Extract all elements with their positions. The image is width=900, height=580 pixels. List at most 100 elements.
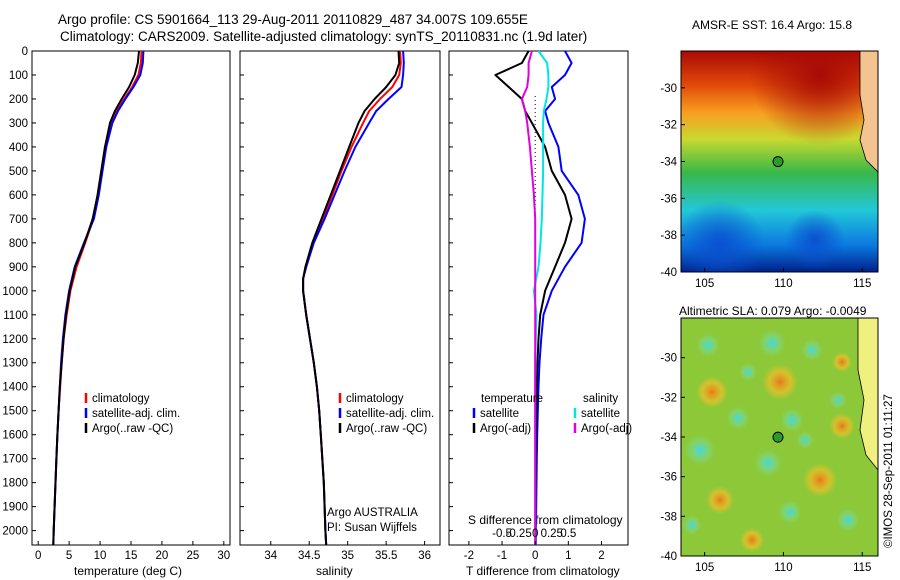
sla-lat-tick-label: -32 — [660, 392, 677, 404]
series-line-satellite-adj-clim- — [302, 50, 405, 546]
sdiff-xtick-label: 0.5 — [560, 528, 576, 540]
sla-low-eddy — [836, 508, 860, 532]
sla-lat-tick-label: -30 — [660, 353, 677, 365]
panel-frame-1 — [31, 50, 231, 546]
depth-tick-label: 1900 — [2, 502, 28, 514]
temp-xtick-label: 5 — [66, 550, 72, 562]
temp-xtick-label: 15 — [125, 550, 138, 562]
sdiff-xtick-label: 0.25 — [541, 528, 563, 540]
depth-tick-label: 1100 — [3, 310, 28, 322]
climatology-title: Climatology: CARS2009. Satellite-adjuste… — [60, 29, 588, 44]
sla-high-eddy — [706, 486, 734, 514]
sla-land — [857, 318, 878, 471]
sst-lat-tick-label: -32 — [660, 120, 677, 132]
series-line-satellite-adj-clim- — [52, 50, 145, 546]
sla-lat-tick-label: -40 — [660, 551, 677, 563]
sla-low-eddy — [801, 339, 823, 361]
depth-tick-label: 1000 — [2, 286, 28, 298]
sla-low-eddy — [778, 500, 802, 524]
t-difference-xlabel: T difference from climatology — [466, 564, 620, 578]
sal-xtick-label: 35.5 — [375, 550, 397, 562]
depth-tick-label: 800 — [9, 238, 28, 250]
sst-lon-tick-label: 105 — [695, 278, 714, 290]
temp-legend-label: Argo(..raw -QC) — [92, 423, 173, 435]
sst-lon-tick-label: 110 — [774, 278, 792, 290]
sla-argo-marker — [772, 431, 784, 443]
sst-lat-tick-label: -40 — [660, 267, 677, 279]
sla-high-eddy — [803, 463, 837, 497]
sla-high-eddy — [696, 376, 728, 408]
sla-lat-tick-label: -38 — [660, 511, 677, 523]
diff-sal-legend-label: satellite — [581, 408, 620, 420]
sst-lat-tick-label: -38 — [660, 230, 677, 242]
diff-temp-legend-label: Argo(-adj) — [480, 423, 531, 435]
sst-land — [859, 51, 878, 173]
sst-lat-tick-label: -34 — [660, 157, 677, 169]
depth-tick-label: 0 — [22, 46, 28, 58]
sla-low-eddy — [754, 449, 782, 477]
series-line-argo-raw-qc- — [302, 50, 401, 546]
sla-lon-tick-label: 105 — [695, 562, 714, 574]
s-difference-xlabel: S difference from climatology — [468, 513, 623, 527]
diff-sal-legend-title: salinity — [583, 393, 618, 405]
salinity-xlabel: salinity — [316, 564, 353, 578]
sst-map — [681, 51, 878, 272]
series-line-climatology — [302, 50, 402, 546]
diff-temp-legend-label: satellite — [480, 408, 519, 420]
temp-legend-label: climatology — [92, 393, 150, 405]
depth-tick-label: 1600 — [2, 430, 28, 442]
depth-tick-label: 1800 — [2, 478, 28, 490]
panel-frame-2 — [239, 50, 441, 546]
temp-legend-label: satellite-adj. clim. — [92, 408, 180, 420]
sla-low-eddy — [739, 363, 757, 381]
sdiff-xtick-label: -0.25 — [506, 528, 532, 540]
sla-map-title: Altimetric SLA: 0.079 Argo: -0.0049 — [679, 304, 867, 318]
panel-frame-3 — [448, 50, 629, 546]
sla-high-eddy — [829, 413, 855, 439]
depth-tick-label: 300 — [9, 118, 28, 130]
temp-xtick-label: 0 — [35, 550, 41, 562]
tdiff-xtick-label: -2 — [464, 550, 474, 562]
sst-map-title: AMSR-E SST: 16.4 Argo: 15.8 — [692, 18, 853, 32]
depth-tick-label: 1200 — [2, 334, 28, 346]
depth-tick-label: 500 — [9, 166, 28, 178]
sla-low-eddy — [684, 434, 716, 466]
depth-tick-label: 2000 — [2, 526, 28, 538]
sla-low-eddy — [726, 406, 750, 430]
sla-low-eddy — [696, 333, 720, 357]
depth-tick-label: 1300 — [2, 358, 28, 370]
depth-tick-label: 400 — [9, 142, 28, 154]
sal-legend-label: Argo(..raw -QC) — [346, 423, 427, 435]
sst-lat-tick-label: -36 — [660, 193, 677, 205]
sla-high-eddy — [762, 364, 798, 400]
diff-temp-legend-title: temperature — [481, 393, 543, 405]
sla-high-eddy — [740, 528, 764, 552]
pi-label: PI: Susan Wijffels — [327, 522, 417, 534]
temp-xtick-label: 25 — [186, 550, 199, 562]
sla-low-eddy — [682, 515, 702, 535]
sal-legend-label: climatology — [346, 393, 404, 405]
tdiff-xtick-label: -1 — [497, 550, 507, 562]
tdiff-xtick-label: 2 — [598, 550, 604, 562]
temperature-xlabel: temperature (deg C) — [74, 564, 183, 578]
depth-tick-label: 1700 — [2, 454, 28, 466]
sst-cold-eddy-2 — [785, 210, 845, 270]
diff-sal-legend-label: Argo(-adj) — [581, 423, 632, 435]
sst-argo-marker — [772, 156, 784, 168]
sla-low-eddy — [796, 431, 814, 449]
sdiff-xtick-label: -0.5 — [492, 528, 512, 540]
sla-lat-tick-label: -34 — [660, 432, 677, 444]
tdiff-xtick-label: 1 — [565, 550, 571, 562]
depth-tick-label: 700 — [9, 214, 28, 226]
sal-xtick-label: 34.5 — [298, 550, 320, 562]
sla-low-eddy — [758, 329, 786, 357]
sdiff-xtick-label: 0 — [532, 528, 538, 540]
sst-lon-tick-label: 115 — [853, 278, 871, 290]
sla-low-eddy — [829, 391, 847, 409]
sal-xtick-label: 36 — [418, 550, 431, 562]
sst-cold-eddy — [681, 200, 765, 272]
sal-xtick-label: 34 — [264, 550, 277, 562]
depth-tick-label: 1400 — [2, 382, 28, 394]
sla-lon-tick-label: 115 — [853, 562, 871, 574]
series-line-argo-raw-qc- — [52, 50, 140, 546]
